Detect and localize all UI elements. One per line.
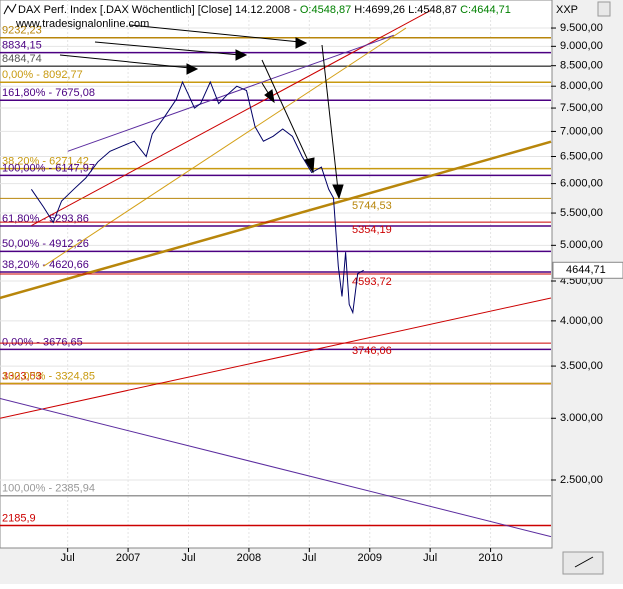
title-part: DAX Perf. Index [.DAX Wöchentlich] [Clos… — [18, 4, 300, 16]
x-tick-label: 2007 — [116, 552, 140, 564]
level-label: 100,00% - 2385,94 — [2, 483, 95, 495]
y-tick-label: 6.000,00 — [560, 178, 603, 190]
level-label: 3323,53 — [2, 370, 42, 382]
annotation-label: 5354,19 — [352, 224, 392, 236]
level-label: 100,00% - 6147,97 — [2, 162, 95, 174]
x-tick-label: 2009 — [358, 552, 382, 564]
level-label: 38,20% - 6271,42 — [2, 156, 89, 168]
x-tick-label: Jul — [302, 552, 316, 564]
x-tick-label: Jul — [181, 552, 195, 564]
trend-line — [0, 297, 552, 419]
level-label: 100,00% - 3324,85 — [2, 370, 95, 382]
y-tick-label: 6.500,00 — [560, 150, 603, 162]
title-part: C:4644,71 — [460, 4, 511, 16]
x-tick-label: Jul — [61, 552, 75, 564]
level-label: 161,80% - 7675,08 — [2, 87, 95, 99]
y-tick-label: 3.000,00 — [560, 412, 603, 424]
arrows — [59, 24, 344, 200]
annotation-label: 4593,72 — [352, 276, 392, 288]
title-part: O:4548,87 — [300, 4, 351, 16]
y-tick-label: 9.500,00 — [560, 22, 603, 34]
level-label: 8484,74 — [2, 53, 42, 65]
level-label: 2185,9 — [2, 512, 36, 524]
chart-title: DAX Perf. Index [.DAX Wöchentlich] [Clos… — [18, 4, 511, 16]
x-tick-label: 2010 — [478, 552, 502, 564]
y-tick-label: 2.500,00 — [560, 474, 603, 486]
source: www.tradesignalonline.com — [15, 18, 149, 30]
x-tick-label: 2008 — [237, 552, 261, 564]
annotation-label: 3746,06 — [352, 345, 392, 357]
scroll-button[interactable] — [597, 1, 611, 17]
axis-caption: XXP — [556, 4, 578, 16]
trend-line — [43, 27, 407, 267]
level-label: 61,80% - 5293,86 — [2, 213, 89, 225]
plot — [30, 80, 364, 315]
chart-icon — [3, 3, 17, 15]
level-label: 50,00% - 4912,26 — [2, 238, 89, 250]
level-label: 0,00% - 3676,65 — [2, 336, 83, 348]
annotation-label: 5744,53 — [352, 200, 392, 212]
x-tick-label: Jul — [423, 552, 437, 564]
last-value-label: 4644,71 — [566, 264, 606, 276]
trend-line — [0, 398, 552, 538]
y-tick-label: 7.000,00 — [560, 125, 603, 137]
price-line — [30, 80, 364, 315]
title-part: H:4699,26 L:4548,87 — [351, 4, 460, 16]
y-tick-label: 3.500,00 — [560, 360, 603, 372]
y-tick-label: 7.500,00 — [560, 102, 603, 114]
y-tick-label: 9.000,00 — [560, 40, 603, 52]
y-tick-label: 8.500,00 — [560, 60, 603, 72]
y-tick-label: 5.500,00 — [560, 207, 603, 219]
level-label: 9232,23 — [2, 25, 42, 37]
y-tick-label: 4.000,00 — [560, 315, 603, 327]
level-label: 8834,15 — [2, 40, 42, 52]
trend-line — [0, 140, 552, 300]
zoom-icon — [574, 556, 594, 568]
last-value-box — [552, 261, 623, 279]
level-label: 0,00% - 8092,77 — [2, 69, 83, 81]
trend-line — [67, 34, 395, 152]
y-tick-label: 5.000,00 — [560, 239, 603, 251]
y-tick-label: 8.000,00 — [560, 80, 603, 92]
